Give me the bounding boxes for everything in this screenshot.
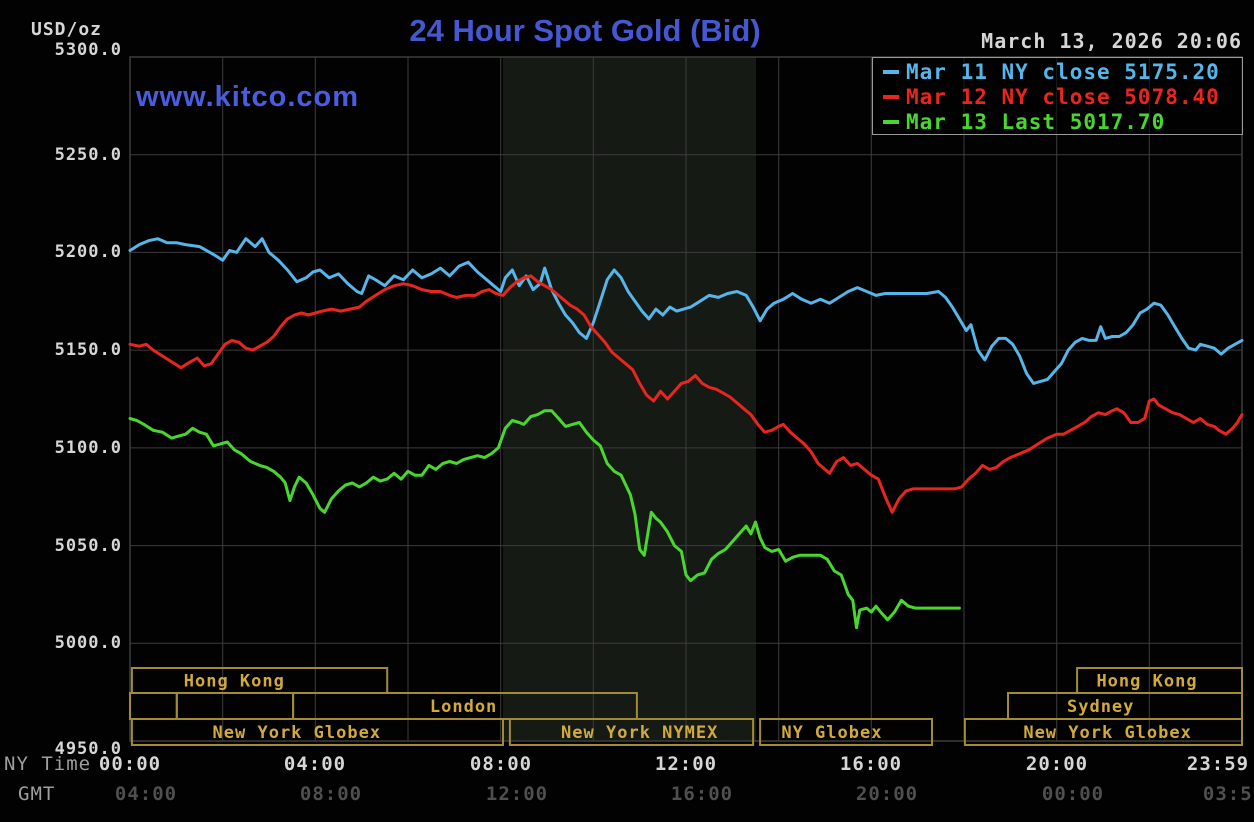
y-tick-label: 5050.0 — [54, 536, 122, 556]
ny-time-tick-label: 08:00 — [469, 753, 533, 775]
legend-entry: Mar 13 Last 5017.70 — [873, 109, 1242, 134]
series-mar-13 — [128, 409, 961, 630]
y-tick-label: 5300.0 — [54, 40, 122, 60]
legend-entry-text: Mar 13 Last 5017.70 — [906, 109, 1166, 134]
session-box — [963, 718, 1244, 746]
legend-entry: Mar 12 NY close 5078.40 — [873, 84, 1242, 109]
plot-border — [129, 56, 1243, 742]
ny-time-axis-caption: NY Time — [4, 753, 92, 775]
gmt-tick-label: 00:00 — [1041, 783, 1105, 805]
gmt-tick-label: 03:59 — [1202, 783, 1254, 805]
session-label: New York Globex — [1023, 723, 1192, 743]
legend-dash-icon — [883, 69, 899, 74]
ny-time-tick-label: 04:00 — [283, 753, 347, 775]
ny-time-tick-label: 23:59 — [1186, 753, 1250, 775]
session-box — [129, 692, 178, 720]
session-box — [175, 692, 295, 720]
gridlines — [130, 57, 1242, 741]
gmt-tick-label: 12:00 — [485, 783, 549, 805]
gmt-tick-label: 04:00 — [114, 783, 178, 805]
session-label: Sydney — [1067, 697, 1134, 717]
session-label: New York Globex — [213, 723, 382, 743]
market-session-boxes: Hong Kong Hong Kong London Sydney New York G… — [129, 667, 1244, 746]
ny-time-tick-label: 16:00 — [839, 753, 903, 775]
session-label: New York NYMEX — [561, 723, 718, 743]
gmt-axis-caption: GMT — [18, 783, 56, 805]
gmt-tick-label: 20:00 — [855, 783, 919, 805]
series-mar-12 — [128, 274, 1244, 514]
ny-time-tick-label: 12:00 — [654, 753, 718, 775]
legend-box: Mar 11 NY close 5175.20 Mar 12 NY close 5… — [872, 57, 1243, 135]
legend-entry: Mar 11 NY close 5175.20 — [873, 59, 1242, 84]
series-mar-11 — [128, 237, 1244, 385]
session-box — [130, 718, 504, 746]
y-tick-label: 5150.0 — [54, 340, 122, 360]
nymex-session-shading — [503, 57, 756, 741]
gmt-tick-label: 16:00 — [670, 783, 734, 805]
y-tick-label: 5000.0 — [54, 633, 122, 653]
ny-time-tick-label: 20:00 — [1025, 753, 1089, 775]
session-label: Hong Kong — [1096, 672, 1197, 692]
session-label: Hong Kong — [184, 672, 285, 692]
session-box — [759, 718, 933, 746]
chart-timestamp: March 13, 2026 20:06 — [981, 29, 1242, 53]
legend-entry-text: Mar 11 NY close 5175.20 — [906, 59, 1220, 84]
session-box — [508, 718, 755, 746]
gmt-tick-label: 08:00 — [299, 783, 363, 805]
y-tick-label: 5250.0 — [54, 145, 122, 165]
legend-entry-text: Mar 12 NY close 5078.40 — [906, 84, 1220, 109]
legend-dash-icon — [883, 94, 899, 99]
session-label: NY Globex — [781, 723, 882, 743]
y-tick-label: 5100.0 — [54, 438, 122, 458]
page-title: 24 Hour Spot Gold (Bid) — [409, 13, 761, 48]
kitco-watermark: www.kitco.com — [136, 81, 360, 113]
ny-time-tick-label: 00:00 — [98, 753, 162, 775]
y-axis-unit-label: USD/oz — [31, 19, 103, 40]
session-label: London — [430, 697, 497, 717]
legend-dash-icon — [883, 119, 899, 124]
y-tick-label: 4950.0 — [54, 739, 122, 759]
y-tick-label: 5200.0 — [54, 242, 122, 262]
